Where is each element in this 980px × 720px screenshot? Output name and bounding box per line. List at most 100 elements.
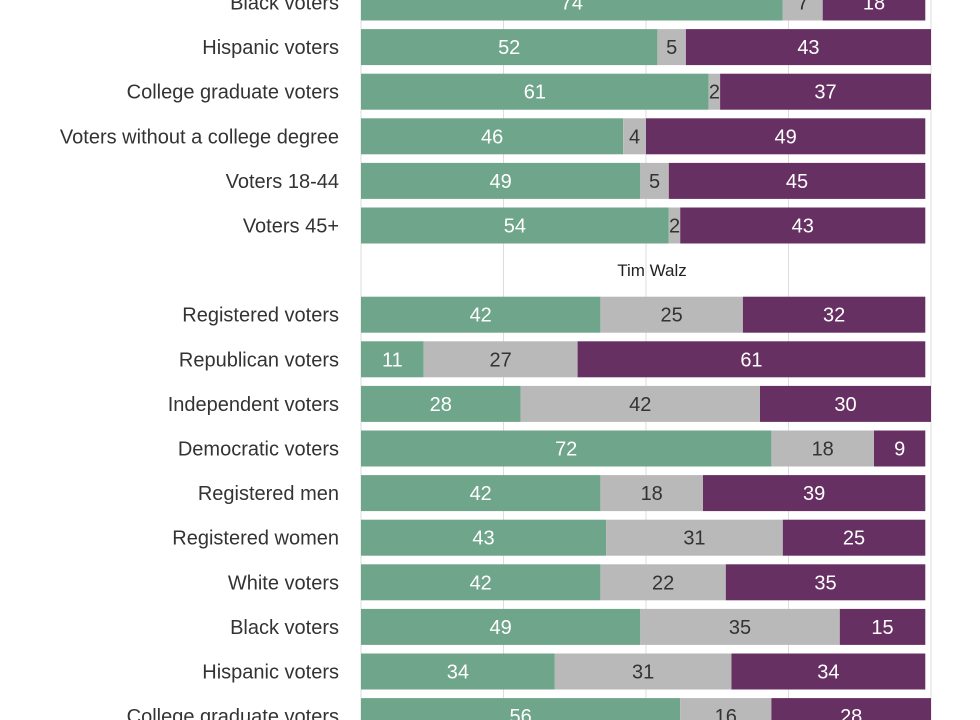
bar-segment-no-opinion	[668, 207, 681, 244]
bar-segment-no-opinion	[782, 0, 823, 21]
data-label: 7	[797, 0, 808, 15]
bar-segment-favorable	[361, 564, 601, 601]
data-label: 4	[629, 126, 640, 148]
row-label: College graduate voters	[127, 706, 339, 720]
data-label: 16	[715, 706, 737, 720]
bar-segment-unfavorable	[680, 207, 926, 244]
data-label: 46	[481, 126, 503, 148]
row-label: Republican voters	[179, 349, 339, 371]
bar-segment-favorable	[361, 162, 641, 199]
data-label: 18	[812, 439, 834, 461]
bar-segment-no-opinion	[600, 475, 703, 512]
bar-segment-favorable	[361, 653, 555, 690]
bar-segment-unfavorable	[646, 118, 926, 155]
bar-segment-no-opinion	[640, 608, 840, 645]
bar-segment-unfavorable	[760, 385, 931, 422]
data-label: 31	[632, 662, 654, 684]
data-label: 27	[490, 349, 512, 371]
bar-segment-unfavorable	[703, 475, 926, 512]
data-label: 43	[792, 216, 814, 238]
bar-segment-no-opinion	[600, 296, 743, 333]
data-label: 2	[709, 82, 720, 104]
section-titles: Tim Walz	[617, 261, 687, 280]
bar-segment-unfavorable	[725, 564, 926, 601]
data-label: 11	[382, 349, 403, 371]
bar-segment-favorable	[361, 73, 709, 110]
data-label: 31	[683, 528, 705, 550]
bar-segment-unfavorable	[577, 341, 926, 378]
data-label: 49	[490, 171, 512, 193]
data-label: 25	[843, 528, 865, 550]
bar-segment-favorable	[361, 608, 641, 645]
bar-segment-no-opinion	[600, 564, 726, 601]
row-label: Voters 45+	[243, 216, 339, 238]
bar-segment-no-opinion	[606, 519, 783, 556]
row-label: Independent voters	[168, 394, 339, 416]
bar-segment-no-opinion	[423, 341, 578, 378]
data-label: 9	[894, 439, 905, 461]
data-label: 22	[652, 572, 674, 594]
data-label: 28	[430, 394, 452, 416]
bar-segment-favorable	[361, 296, 601, 333]
bar-segment-unfavorable	[731, 653, 926, 690]
row-label: Voters 18-44	[226, 171, 339, 193]
bar-segment-unfavorable	[782, 519, 926, 556]
data-label: 18	[641, 483, 663, 505]
row-label: Black voters	[230, 617, 339, 639]
data-label: 2	[669, 216, 680, 238]
bar-segment-no-opinion	[657, 29, 686, 66]
data-label: 32	[823, 305, 845, 327]
row-label: Registered women	[172, 528, 339, 550]
data-label: 49	[490, 617, 512, 639]
bar-segment-favorable	[361, 118, 624, 155]
data-label: 15	[871, 617, 893, 639]
bar-segment-no-opinion	[520, 385, 760, 422]
data-label: 18	[863, 0, 885, 15]
bar-segment-unfavorable	[874, 430, 926, 467]
data-label: 34	[447, 662, 469, 684]
bar-segment-unfavorable	[668, 162, 926, 199]
bar-segment-no-opinion	[708, 73, 721, 110]
bar-segment-favorable	[361, 430, 772, 467]
data-label: 43	[472, 528, 494, 550]
bar-segment-favorable	[361, 519, 607, 556]
row-label: Democratic voters	[178, 439, 339, 461]
bar-segment-no-opinion	[554, 653, 732, 690]
data-label: 42	[470, 483, 492, 505]
data-label: 42	[470, 305, 492, 327]
data-label: 61	[740, 349, 762, 371]
data-label: 30	[834, 394, 856, 416]
data-label: 72	[555, 439, 577, 461]
bar-segment-no-opinion	[640, 162, 669, 199]
data-label: 42	[470, 572, 492, 594]
data-label: 49	[775, 126, 797, 148]
data-label: 74	[561, 0, 583, 15]
data-label: 56	[509, 706, 531, 720]
data-label: 61	[524, 82, 546, 104]
data-label: 54	[504, 216, 526, 238]
bar-segment-favorable	[361, 0, 783, 21]
data-label: 43	[797, 37, 819, 59]
bar-segment-favorable	[361, 385, 521, 422]
section-title: Tim Walz	[617, 261, 687, 280]
row-label: Hispanic voters	[202, 662, 339, 684]
bar-segment-favorable	[361, 475, 601, 512]
bar-segment-unfavorable	[685, 29, 931, 66]
data-label: 34	[817, 662, 839, 684]
bar-segment-no-opinion	[771, 430, 874, 467]
row-label: Registered voters	[182, 305, 339, 327]
data-label: 5	[666, 37, 677, 59]
data-label: 45	[786, 171, 808, 193]
row-labels: Black voters Hispanic voters College gradu…	[60, 0, 339, 720]
data-label: 35	[729, 617, 751, 639]
data-label: 28	[840, 706, 862, 720]
row-label: Registered men	[198, 483, 339, 505]
bar-segment-favorable	[361, 29, 658, 66]
bar-segment-unfavorable	[720, 73, 931, 110]
bar-segment-favorable	[361, 207, 669, 244]
data-label: 35	[814, 572, 836, 594]
row-label: Hispanic voters	[202, 37, 339, 59]
data-label: 52	[498, 37, 520, 59]
